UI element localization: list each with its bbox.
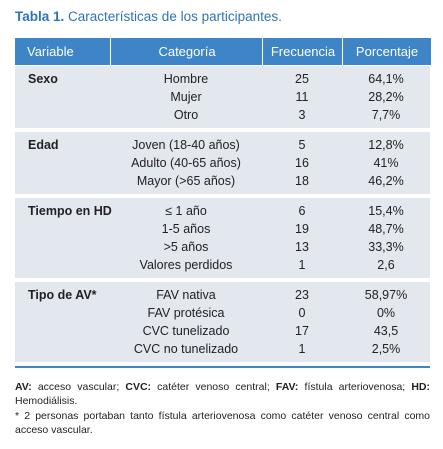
- group-band: [15, 132, 430, 194]
- percentage: 28,2%: [368, 90, 404, 104]
- bottom-rule: [15, 366, 430, 368]
- abbreviation: HD:: [411, 381, 430, 393]
- abbreviation: AV:: [15, 381, 32, 393]
- variable: Tipo de AV*: [28, 288, 97, 302]
- variable: Edad: [28, 138, 59, 152]
- category: FAV protésica: [147, 306, 225, 320]
- frequency: 6: [298, 204, 306, 218]
- frequency: 19: [295, 222, 309, 236]
- header-cell: Variable: [15, 38, 110, 65]
- title-text: Características de los participantes.: [64, 9, 282, 24]
- header-cell: Porcentaje: [342, 38, 431, 65]
- percentage: 58,97%: [364, 288, 408, 302]
- frequency: 1: [298, 258, 306, 272]
- percentage: 46,2%: [368, 174, 404, 188]
- abbreviation-text: Hemodiálisis.: [15, 395, 78, 407]
- category: CVC tunelizado: [142, 324, 230, 338]
- frequency: 5: [298, 138, 306, 152]
- group-band: [15, 198, 430, 278]
- frequency: 13: [295, 240, 309, 254]
- percentage: 41%: [373, 156, 399, 170]
- percentage: 43,5: [373, 324, 399, 338]
- category: Joven (18-40 años): [132, 138, 240, 152]
- category: Adulto (40-65 años): [131, 156, 241, 170]
- group-band: [15, 66, 430, 128]
- frequency: 3: [298, 108, 306, 122]
- abbreviation-text: catéter venoso central;: [151, 381, 276, 393]
- category: Mujer: [170, 90, 202, 104]
- percentage: 7,7%: [371, 108, 401, 122]
- frequency: 25: [295, 72, 309, 86]
- frequency: 17: [295, 324, 309, 338]
- abbreviation-text: acceso vascular;: [31, 381, 126, 393]
- frequency: 18: [295, 174, 309, 188]
- abbreviation: CVC:: [125, 381, 152, 393]
- category: ≤ 1 año: [165, 204, 207, 218]
- header-cell: Categoría: [110, 38, 263, 65]
- variable: Tiempo en HD: [28, 204, 112, 218]
- category: Valores perdidos: [139, 258, 233, 272]
- group-band: [15, 282, 430, 362]
- percentage: 15,4%: [368, 204, 404, 218]
- percentage: 2,6: [377, 258, 395, 272]
- category: >5 años: [163, 240, 209, 254]
- percentage: 33,3%: [368, 240, 404, 254]
- abbreviations: AV: acceso vascular; CVC: catéter venoso…: [15, 380, 430, 408]
- abbreviation: FAV:: [275, 381, 299, 393]
- percentage: 64,1%: [368, 72, 404, 86]
- percentage: 48,7%: [368, 222, 404, 236]
- title-label: Tabla 1.: [15, 9, 65, 24]
- category: Otro: [173, 108, 199, 122]
- percentage: 12,8%: [368, 138, 404, 152]
- frequency: 1: [298, 342, 306, 356]
- percentage: 2,5%: [371, 342, 401, 356]
- footnote: * 2 personas portaban tanto fístula arte…: [15, 410, 430, 436]
- frequency: 11: [295, 90, 309, 104]
- category: 1-5 años: [161, 222, 211, 236]
- category: CVC no tunelizado: [133, 342, 239, 356]
- frequency: 23: [295, 288, 309, 302]
- abbreviation-text: fístula arteriovenosa;: [298, 381, 412, 393]
- header-cell: Frecuencia: [262, 38, 343, 65]
- category: FAV nativa: [156, 288, 216, 302]
- frequency: 16: [295, 156, 309, 170]
- table-title: Tabla 1. Características de los particip…: [15, 9, 282, 24]
- variable: Sexo: [28, 72, 58, 86]
- category: Mayor (>65 años): [136, 174, 236, 188]
- category: Hombre: [163, 72, 209, 86]
- frequency: 0: [298, 306, 306, 320]
- percentage: 0%: [376, 306, 396, 320]
